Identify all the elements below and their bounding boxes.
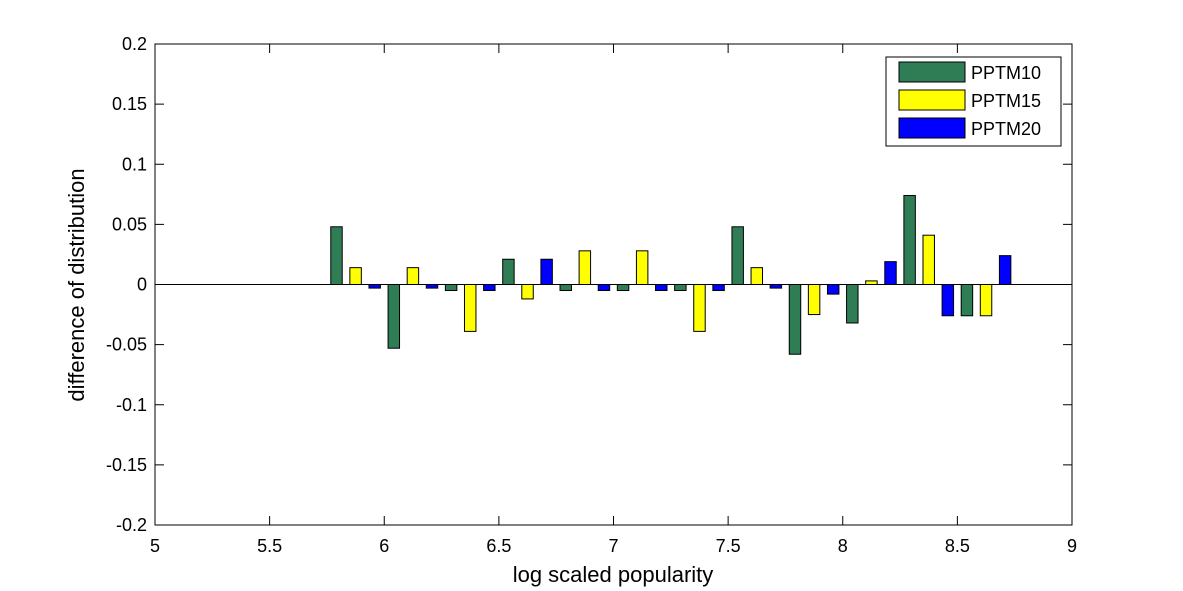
bars-group: [330, 195, 1012, 355]
bar-pptm20-3: [483, 284, 496, 292]
legend-swatch-pptm15: [898, 89, 966, 111]
x-tick-label: 9: [1067, 536, 1077, 556]
y-tick-label: 0.05: [112, 214, 147, 234]
bar-pptm20-9: [826, 284, 840, 295]
bar-pptm10-8: [731, 226, 744, 285]
bar-pptm20-6: [655, 284, 668, 292]
legend: PPTM10 PPTM15 PPTM20: [885, 56, 1062, 147]
bar-pptm20-2: [425, 284, 439, 289]
legend-swatch-pptm10: [898, 61, 966, 83]
bar-pptm15-1: [349, 267, 362, 286]
bar-pptm20-4: [540, 258, 553, 285]
bar-pptm10-4: [502, 258, 515, 285]
bar-pptm10-3: [444, 284, 458, 292]
bar-pptm20-8: [769, 284, 783, 289]
x-tick-label: 5.5: [257, 536, 282, 556]
y-tick-label: 0: [137, 275, 147, 295]
x-tick-label: 7.5: [716, 536, 741, 556]
bar-pptm20-10: [884, 261, 897, 285]
bar-pptm10-2: [387, 284, 401, 349]
bar-pptm10-7: [674, 284, 687, 292]
y-tick-label: -0.05: [106, 335, 147, 355]
bar-pptm10-9: [788, 284, 802, 355]
y-tick-label: 0.1: [122, 154, 147, 174]
y-tick-label: -0.2: [116, 515, 147, 535]
x-axis-ticks: 5 5.5 6 6.5 7 7.5 8 8.5 9: [150, 44, 1077, 556]
bar-pptm15-5: [578, 250, 592, 285]
bar-pptm10-6: [616, 284, 630, 292]
x-tick-label: 6.5: [486, 536, 511, 556]
bar-pptm15-7: [693, 284, 706, 332]
bar-pptm10-5: [559, 284, 572, 292]
legend-label-pptm15: PPTM15: [971, 91, 1041, 111]
x-tick-label: 7: [608, 536, 618, 556]
bar-pptm20-7: [712, 284, 725, 292]
x-axis-label: log scaled popularity: [513, 562, 714, 587]
x-tick-label: 5: [150, 536, 160, 556]
bar-pptm20-11: [941, 284, 955, 317]
bar-pptm20-1: [368, 284, 381, 289]
y-tick-label: 0.2: [122, 34, 147, 54]
bar-pptm15-4: [521, 284, 534, 300]
bar-pptm20-12: [998, 255, 1012, 285]
bar-pptm15-3: [463, 284, 477, 332]
x-tick-label: 6: [379, 536, 389, 556]
bar-pptm20-5: [597, 284, 611, 292]
bar-pptm15-8: [750, 267, 764, 286]
bar-pptm15-10: [865, 280, 878, 285]
y-axis-label: difference of distribution: [64, 168, 89, 401]
y-axis-ticks: -0.2 -0.15 -0.1 -0.05 0 0.05 0.1 0.15 0.2: [106, 34, 1072, 535]
bar-pptm15-6: [635, 250, 649, 285]
y-tick-label: 0.15: [112, 94, 147, 114]
bar-pptm15-2: [406, 267, 420, 286]
legend-label-pptm20: PPTM20: [971, 119, 1041, 139]
bar-pptm10-11: [903, 195, 916, 285]
bar-pptm10-12: [960, 284, 974, 317]
bar-pptm15-9: [807, 284, 821, 316]
x-tick-label: 8.5: [945, 536, 970, 556]
bar-pptm10-1: [330, 226, 343, 285]
legend-label-pptm10: PPTM10: [971, 63, 1041, 83]
bar-pptm10-10: [846, 284, 859, 324]
legend-swatch-pptm20: [898, 117, 966, 139]
bar-pptm15-12: [979, 284, 993, 317]
bar-pptm15-11: [922, 234, 935, 285]
x-tick-label: 8: [838, 536, 848, 556]
y-tick-label: -0.15: [106, 455, 147, 475]
y-tick-label: -0.1: [116, 395, 147, 415]
